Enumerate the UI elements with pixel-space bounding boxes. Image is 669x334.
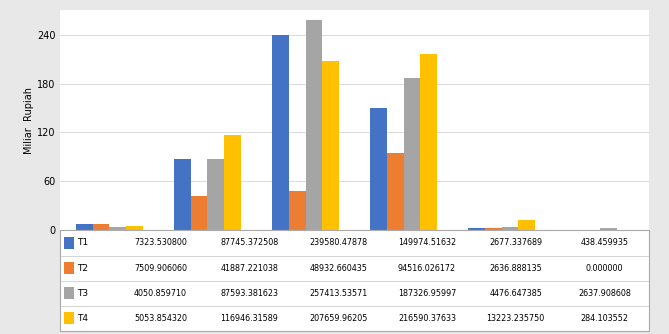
Bar [174, 159, 191, 230]
Bar [207, 159, 224, 230]
Text: 257413.53571: 257413.53571 [309, 289, 367, 298]
Bar [600, 228, 617, 230]
Bar [518, 220, 535, 230]
Bar [306, 20, 322, 230]
Text: 0.000000: 0.000000 [586, 264, 624, 273]
Bar [272, 35, 289, 230]
Bar [468, 228, 485, 230]
Text: 438.459935: 438.459935 [581, 238, 629, 247]
Text: T4: T4 [78, 314, 88, 323]
Bar [64, 288, 74, 299]
Text: 284.103552: 284.103552 [581, 314, 629, 323]
Bar [485, 228, 502, 230]
Bar [126, 226, 142, 230]
Bar [224, 135, 241, 230]
Text: 7323.530800: 7323.530800 [134, 238, 187, 247]
Y-axis label: Miliar  Rupiah: Miliar Rupiah [24, 87, 34, 154]
Bar [420, 54, 437, 230]
Text: T2: T2 [78, 264, 88, 273]
Text: 2637.908608: 2637.908608 [578, 289, 631, 298]
Bar [64, 237, 74, 248]
Bar [387, 153, 403, 230]
Text: T3: T3 [78, 289, 88, 298]
Text: 4050.859710: 4050.859710 [134, 289, 187, 298]
Bar [370, 108, 387, 230]
Text: 239580.47878: 239580.47878 [309, 238, 367, 247]
Bar [60, 230, 649, 256]
Text: 7509.906060: 7509.906060 [134, 264, 187, 273]
Text: T1: T1 [78, 238, 88, 247]
Bar [289, 190, 306, 230]
Text: 5053.854320: 5053.854320 [134, 314, 187, 323]
Text: 4476.647385: 4476.647385 [489, 289, 542, 298]
Bar [403, 77, 420, 230]
Bar [502, 227, 518, 230]
Text: 207659.96205: 207659.96205 [309, 314, 367, 323]
Bar [322, 61, 339, 230]
Text: 216590.37633: 216590.37633 [398, 314, 456, 323]
Text: 149974.51632: 149974.51632 [398, 238, 456, 247]
Text: 13223.235750: 13223.235750 [486, 314, 545, 323]
Text: 2636.888135: 2636.888135 [489, 264, 542, 273]
Text: 41887.221038: 41887.221038 [220, 264, 278, 273]
Bar [60, 256, 649, 281]
Text: 87745.372508: 87745.372508 [220, 238, 278, 247]
Bar [109, 227, 126, 230]
Bar [64, 263, 74, 274]
Bar [60, 281, 649, 306]
Text: 94516.026172: 94516.026172 [398, 264, 456, 273]
Bar [92, 224, 109, 230]
Text: 87593.381623: 87593.381623 [220, 289, 278, 298]
Text: 187326.95997: 187326.95997 [398, 289, 456, 298]
Text: 48932.660435: 48932.660435 [309, 264, 367, 273]
Bar [191, 196, 207, 230]
Text: 2677.337689: 2677.337689 [489, 238, 543, 247]
Text: 116946.31589: 116946.31589 [220, 314, 278, 323]
Bar [76, 224, 92, 230]
Bar [60, 306, 649, 331]
Bar [64, 313, 74, 324]
